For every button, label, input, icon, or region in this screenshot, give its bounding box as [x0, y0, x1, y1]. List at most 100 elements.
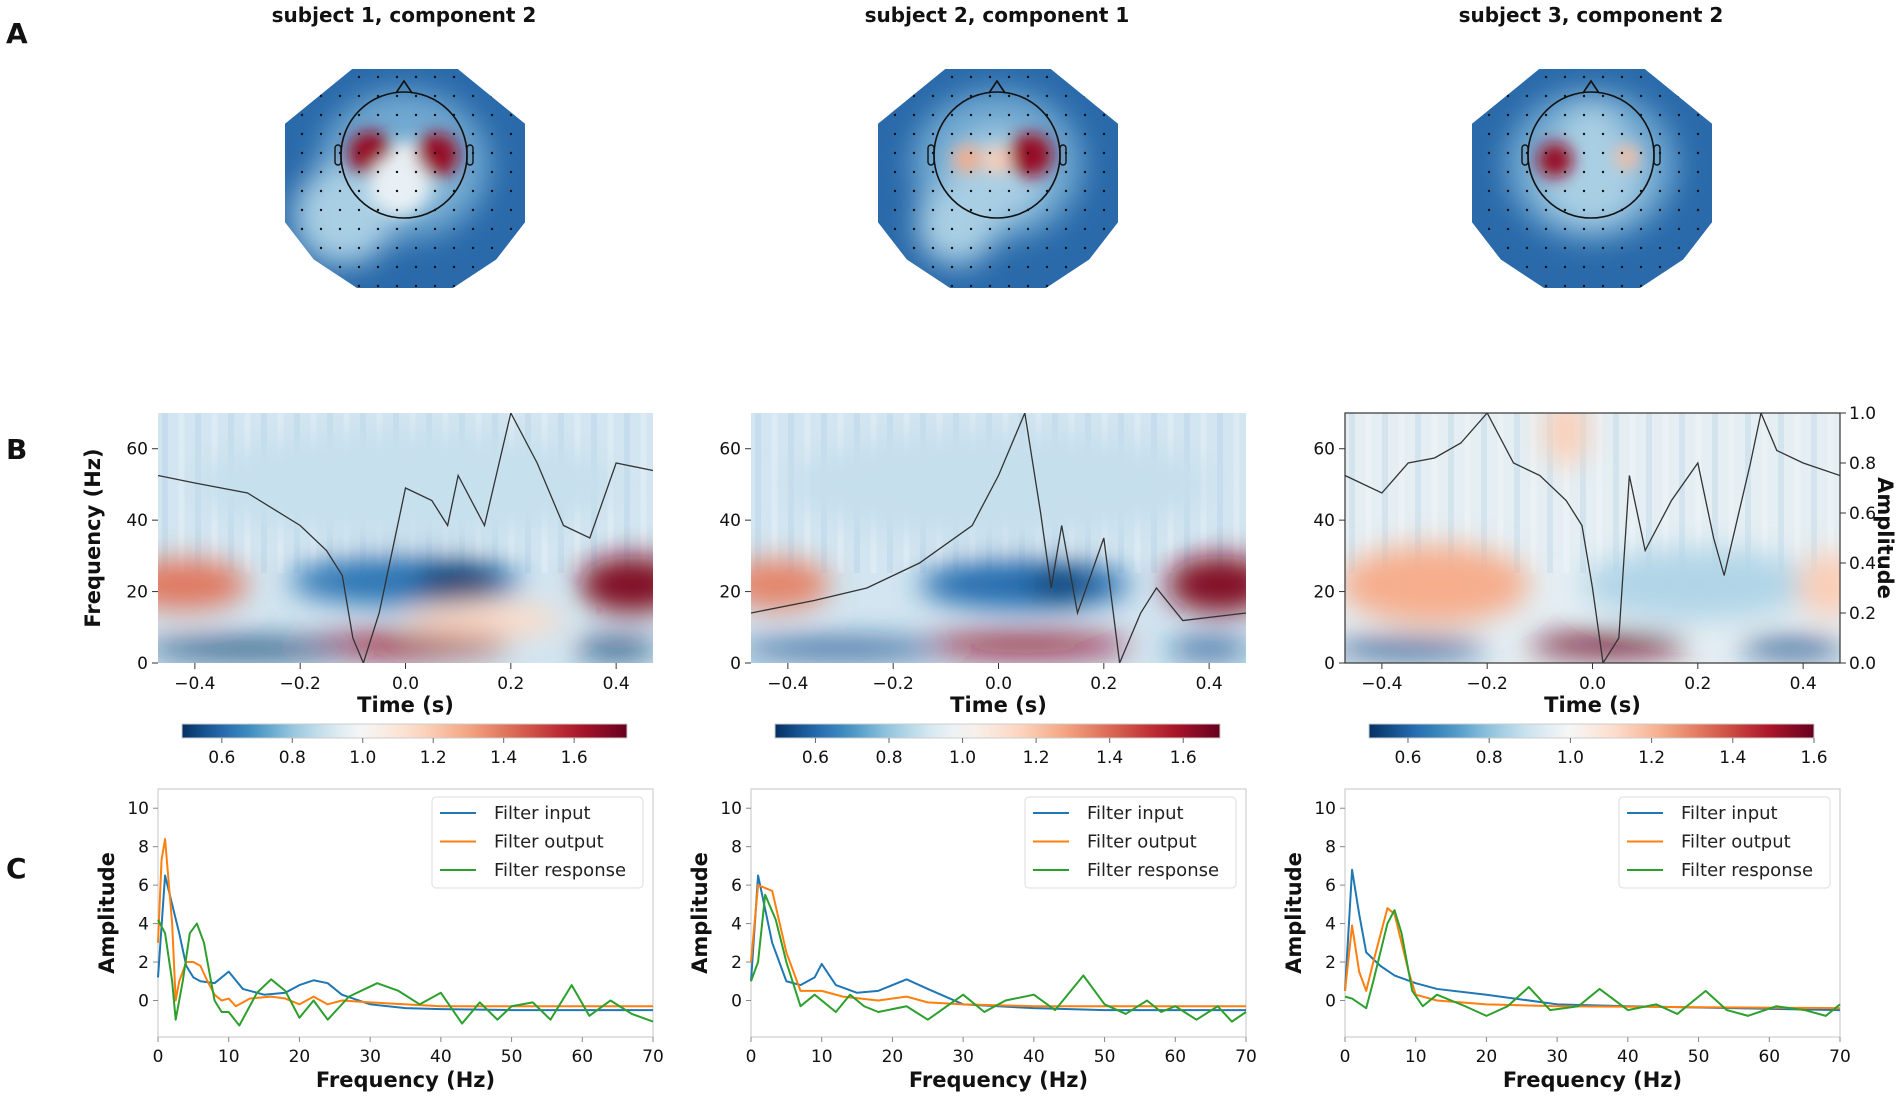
electrode-dot	[338, 94, 342, 98]
series-line-filter-response	[750, 893, 1247, 1023]
spectrum-frame	[1344, 788, 1841, 1038]
electrode-dot	[1563, 227, 1567, 231]
electrode-dot	[414, 246, 418, 250]
electrode-dot	[452, 284, 456, 288]
electrode-dot	[1506, 113, 1510, 117]
y-tick-label: 8	[731, 838, 742, 858]
electrode-dot	[1506, 132, 1510, 136]
colorbar	[181, 723, 628, 739]
x-tick-label: −0.4	[174, 674, 215, 694]
legend: Filter input Filter output Filter response	[431, 796, 644, 889]
electrode-dot	[988, 208, 992, 212]
electrode-dot	[1007, 75, 1011, 79]
colorbar-tick-label: 0.8	[279, 748, 306, 768]
tfr-blobs	[158, 430, 653, 658]
electrode-dot	[471, 94, 475, 98]
tfr-stripe	[1365, 413, 1372, 573]
colorbar-tick-label: 0.6	[1394, 748, 1421, 768]
y-tick-label: 0	[1324, 654, 1335, 674]
tfr-stripe	[1679, 413, 1685, 573]
series-line-filter-output	[157, 837, 653, 1008]
x-tick-label: 40	[430, 1047, 452, 1067]
electrode-dot	[1544, 227, 1548, 231]
electrode-dot	[376, 75, 380, 79]
electrode-dot	[395, 94, 399, 98]
electrode-dot	[338, 208, 342, 212]
electrode-dot	[912, 265, 916, 269]
electrode-dot	[433, 113, 437, 117]
electrode-dot	[1064, 284, 1068, 288]
tfr-blob	[1030, 566, 1094, 603]
electrode-dot	[319, 208, 323, 212]
topomap-hotspot	[1615, 145, 1639, 169]
electrode-dot	[893, 189, 897, 193]
electrode-dot	[1544, 246, 1548, 250]
tfr-stripe	[1695, 413, 1702, 573]
electrode-dot	[1563, 75, 1567, 79]
electrode-dot	[1544, 265, 1548, 269]
x-tick-label: 0.4	[603, 674, 630, 694]
electrode-dot	[338, 132, 342, 136]
topomap-2	[878, 69, 1118, 288]
electrode-dot	[471, 75, 475, 79]
electrode-dot	[1658, 94, 1662, 98]
x-tick-label: 30	[1546, 1047, 1568, 1067]
panel-label-b: B	[6, 433, 27, 466]
electrode-dot	[1639, 265, 1643, 269]
topomap-region	[1561, 105, 1621, 165]
electrode-dot	[395, 265, 399, 269]
colorbar	[1368, 723, 1815, 739]
electrode-dot	[969, 151, 973, 155]
electrode-dot	[1544, 75, 1548, 79]
electrode-dot	[950, 208, 954, 212]
electrode-dot	[1601, 132, 1605, 136]
electrode-dot	[1601, 284, 1605, 288]
electrode-dot	[1544, 170, 1548, 174]
electrode-dot	[1658, 75, 1662, 79]
amplitude-line	[751, 413, 1246, 663]
topomap-hotspot	[1537, 142, 1573, 178]
electrode-dot	[1696, 265, 1700, 269]
electrode-dot	[1601, 75, 1605, 79]
electrode-dot	[1544, 208, 1548, 212]
spectrum-plot-3: 0 10 20 30 40 50 60 70 0 2 4 6 8 10 Frequency (Hz) Ampl…	[1282, 788, 1851, 1092]
x-tick-label: 20	[289, 1047, 311, 1067]
electrode-dot	[509, 189, 513, 193]
electrode-dot	[338, 170, 342, 174]
electrode-dot	[969, 132, 973, 136]
electrode-dot	[950, 75, 954, 79]
electrode-dot	[1102, 265, 1106, 269]
electrode-dot	[950, 189, 954, 193]
electrode-dot	[1064, 75, 1068, 79]
electrode-dot	[300, 170, 304, 174]
electrode-dot	[1045, 227, 1049, 231]
electrode-dot	[1083, 75, 1087, 79]
electrode-dot	[357, 246, 361, 250]
electrode-dot	[1601, 113, 1605, 117]
tfr-stripe	[1464, 413, 1471, 573]
tfr-stripe	[1596, 413, 1603, 573]
electrode-dot	[1620, 265, 1624, 269]
electrode-dot	[1696, 75, 1700, 79]
electrode-dot	[490, 189, 494, 193]
electrode-dot	[1064, 132, 1068, 136]
y-tick-label: 0	[138, 991, 149, 1011]
electrode-dot	[414, 265, 418, 269]
electrode-dot	[988, 151, 992, 155]
colorbar-tick-label: 1.6	[1800, 748, 1827, 768]
electrode-dot	[931, 246, 935, 250]
electrode-dot	[395, 208, 399, 212]
electrode-dot	[357, 208, 361, 212]
electrode-dot	[1582, 132, 1586, 136]
y-right-tick-label: 0.0	[1849, 654, 1876, 674]
electrode-dot	[433, 265, 437, 269]
electrode-dot	[1544, 151, 1548, 155]
electrode-dot	[1563, 208, 1567, 212]
y-tick-label: 8	[1325, 838, 1336, 858]
electrode-dot	[1582, 94, 1586, 98]
x-axis-label: Time (s)	[1544, 693, 1641, 717]
electrode-dot	[471, 170, 475, 174]
topomap-1	[285, 69, 525, 288]
topomap-hotspot	[983, 146, 1011, 174]
x-tick-label: 60	[1758, 1047, 1780, 1067]
